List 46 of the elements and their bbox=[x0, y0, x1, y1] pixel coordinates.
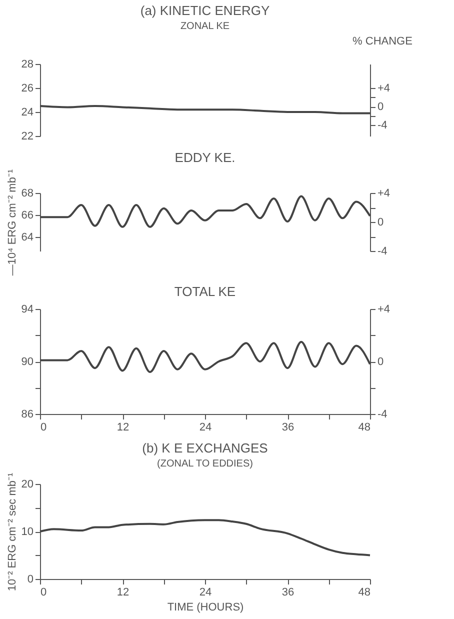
line-series bbox=[39, 340, 371, 373]
chart-title: EDDY KE. bbox=[174, 150, 236, 165]
y2-tick-label: 0 bbox=[378, 101, 384, 114]
y-tick-label: 68 bbox=[21, 188, 34, 200]
x-tick-label: 24 bbox=[199, 422, 212, 434]
y-tick-label: 0 bbox=[27, 574, 34, 586]
y2-tick-label: -4 bbox=[378, 246, 388, 258]
x-tick-label: 48 bbox=[358, 422, 370, 434]
x-tick-label: 36 bbox=[282, 422, 294, 434]
y2-tick-label: -4 bbox=[378, 120, 388, 132]
y2-tick-label: 0 bbox=[378, 216, 384, 228]
chart-title: (a) KINETIC ENERGY bbox=[140, 3, 270, 18]
y-axis-title: 10⁻² ERG cm⁻² sec mb⁻¹ bbox=[6, 472, 18, 592]
y-tick-label: 22 bbox=[21, 130, 34, 142]
y2-tick-label: +4 bbox=[378, 304, 390, 316]
line-series bbox=[39, 195, 371, 228]
x-tick-label: 36 bbox=[282, 586, 294, 598]
line-series bbox=[39, 519, 371, 556]
y-tick-label: 20 bbox=[21, 478, 34, 490]
y2-axis-title: % CHANGE bbox=[352, 36, 412, 48]
y-tick-label: 26 bbox=[21, 82, 34, 94]
y2-tick-label: -4 bbox=[378, 408, 388, 420]
y2-tick-label: +4 bbox=[378, 82, 390, 94]
chart-title: TOTAL KE bbox=[174, 284, 236, 299]
y-tick-label: 10 bbox=[21, 526, 34, 538]
chart-subtitle: ZONAL KE bbox=[180, 21, 230, 32]
x-axis-title: TIME (HOURS) bbox=[167, 602, 244, 614]
y-tick-label: 28 bbox=[21, 58, 34, 70]
y-tick-label: 24 bbox=[21, 106, 34, 118]
y-tick-label: 64 bbox=[21, 231, 34, 244]
y-tick-label: 66 bbox=[21, 209, 34, 222]
chart-title: (b) K E EXCHANGES bbox=[142, 440, 268, 456]
y-tick-label: 90 bbox=[21, 356, 34, 368]
y-axis-title: —10⁴ ERG cm⁻² mb⁻¹ bbox=[6, 169, 18, 276]
x-tick-label: 0 bbox=[40, 422, 47, 434]
chart-subtitle: (ZONAL TO EDDIES) bbox=[157, 458, 253, 470]
line-series bbox=[39, 105, 371, 114]
y-tick-label: 94 bbox=[21, 304, 34, 316]
x-tick-label: 48 bbox=[358, 586, 370, 598]
x-tick-label: 24 bbox=[199, 586, 212, 598]
y2-tick-label: +4 bbox=[378, 188, 390, 200]
x-tick-label: 0 bbox=[40, 586, 47, 598]
y2-tick-label: 0 bbox=[378, 356, 384, 368]
x-tick-label: 12 bbox=[116, 422, 130, 434]
x-tick-label: 12 bbox=[116, 586, 130, 598]
y-tick-label: 86 bbox=[21, 408, 34, 420]
